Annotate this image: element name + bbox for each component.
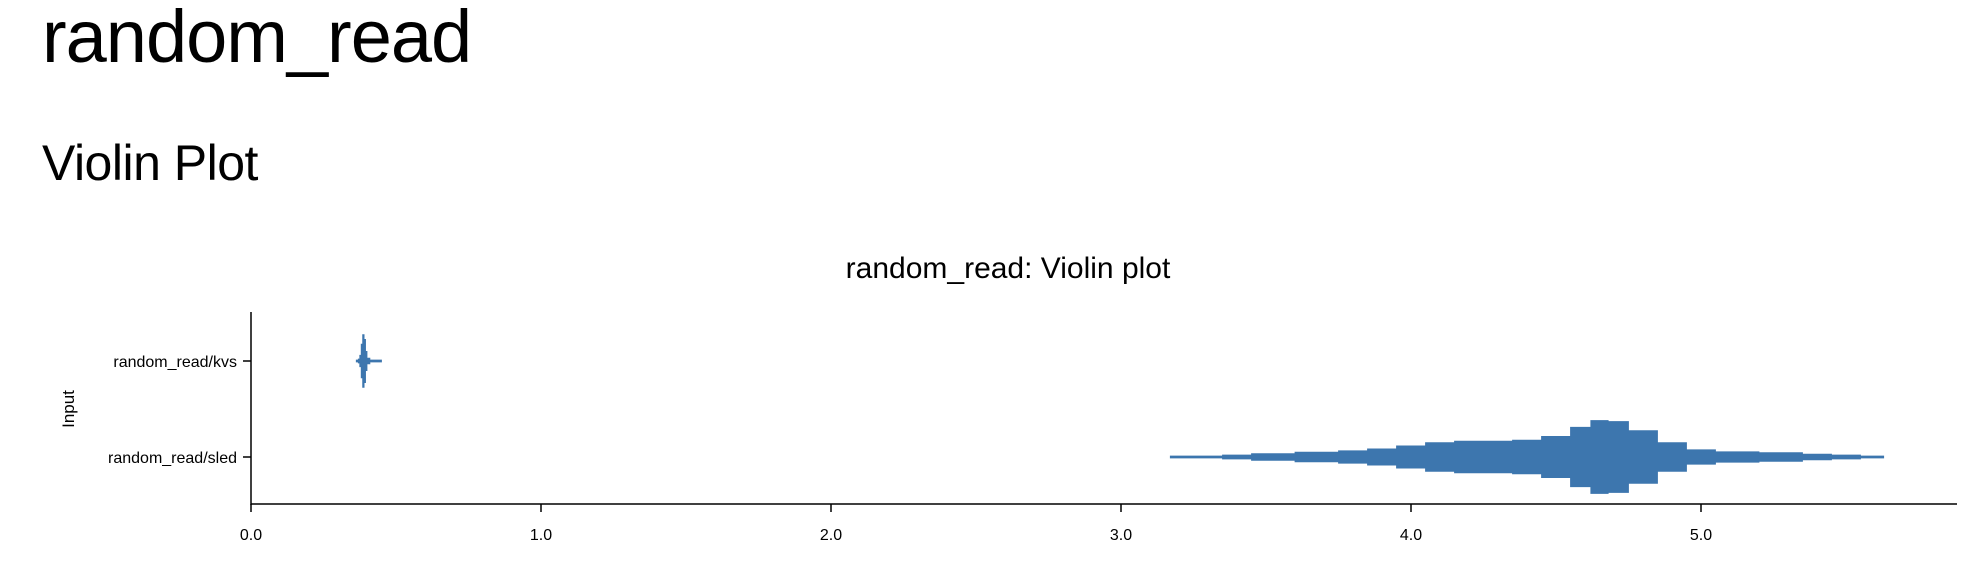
violin-random-read-kvs: [355, 334, 382, 388]
chart-title: random_read: Violin plot: [846, 252, 1171, 285]
x-tick-label: 5.0: [1690, 527, 1712, 544]
y-tick-label: random_read/sled: [108, 450, 237, 467]
page-title: random_read: [42, 0, 472, 78]
section-heading: Violin Plot: [42, 135, 258, 191]
x-tick-label: 1.0: [530, 527, 552, 544]
x-tick-label: 3.0: [1110, 527, 1132, 544]
x-tick-label: 2.0: [820, 527, 842, 544]
violin-random-read-sled: [1169, 420, 1885, 494]
x-tick-label: 0.0: [240, 527, 262, 544]
y-tick-label: random_read/kvs: [113, 354, 237, 371]
y-axis-label: Input: [59, 390, 78, 428]
x-tick-label: 4.0: [1400, 527, 1422, 544]
